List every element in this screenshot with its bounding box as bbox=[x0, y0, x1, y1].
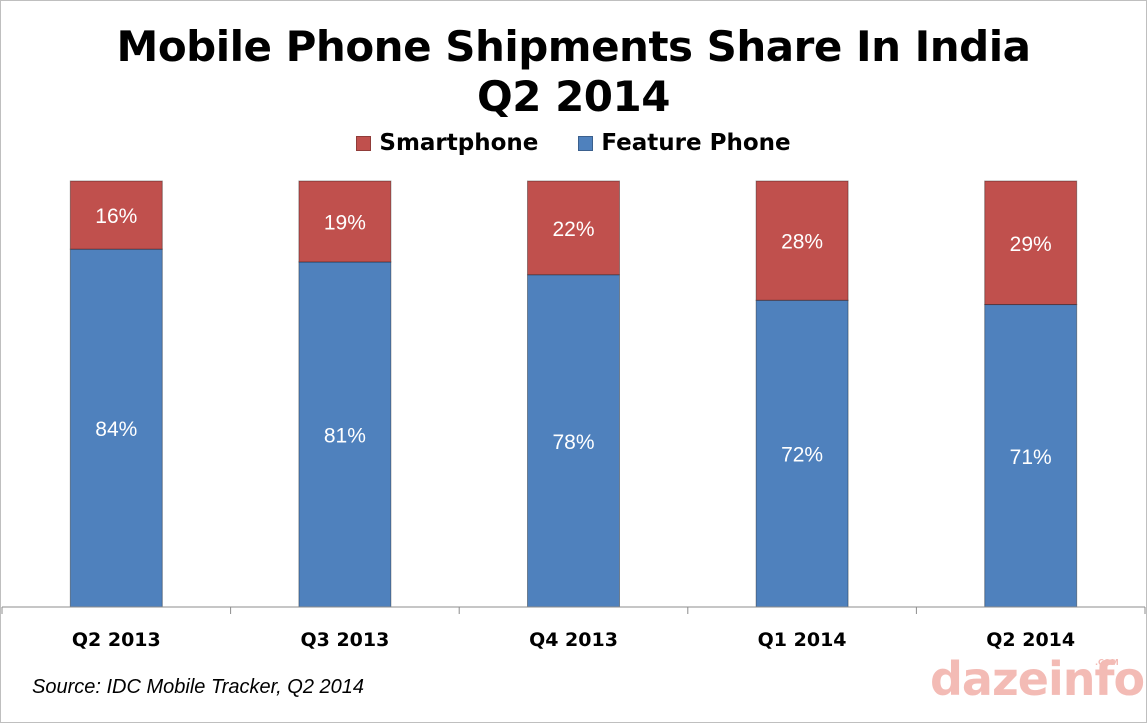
x-tick-label: Q4 2013 bbox=[529, 629, 618, 651]
legend-swatch bbox=[578, 135, 594, 151]
source-note: Source: IDC Mobile Tracker, Q2 2014 bbox=[32, 676, 364, 698]
data-label-smartphone: 22% bbox=[552, 218, 594, 241]
data-label-smartphone: 16% bbox=[95, 205, 137, 228]
bar-smartphone bbox=[69, 180, 163, 250]
chart-title-block: Mobile Phone Shipments Share In India Q2… bbox=[0, 22, 1147, 122]
bar-feature-phone bbox=[298, 261, 392, 608]
legend-label: Feature Phone bbox=[601, 130, 791, 156]
data-label-smartphone: 19% bbox=[324, 211, 366, 234]
legend-item-feature-phone: Feature Phone bbox=[578, 130, 791, 156]
data-label-feature-phone: 71% bbox=[1010, 446, 1052, 469]
data-label-feature-phone: 78% bbox=[552, 431, 594, 454]
x-tick-label: Q2 2013 bbox=[72, 629, 161, 651]
data-label-smartphone: 28% bbox=[781, 231, 823, 254]
x-tick-label: Q1 2014 bbox=[758, 629, 847, 651]
x-tick-label: Q3 2013 bbox=[300, 629, 389, 651]
chart-legend: Smartphone Feature Phone bbox=[0, 130, 1147, 156]
bar-feature-phone bbox=[984, 304, 1078, 608]
data-label-smartphone: 29% bbox=[1010, 233, 1052, 256]
bar-feature-phone bbox=[755, 299, 849, 608]
x-tick-label: Q2 2014 bbox=[986, 629, 1075, 651]
bar-smartphone bbox=[984, 180, 1078, 306]
data-label-feature-phone: 81% bbox=[324, 424, 366, 447]
bar-smartphone bbox=[755, 180, 849, 301]
bar-smartphone bbox=[298, 180, 392, 263]
legend-label: Smartphone bbox=[379, 130, 539, 156]
bar-feature-phone bbox=[527, 274, 620, 608]
data-label-feature-phone: 84% bbox=[95, 418, 137, 441]
bar-smartphone bbox=[527, 180, 620, 276]
data-label-feature-phone: 72% bbox=[781, 444, 823, 467]
legend-item-smartphone: Smartphone bbox=[356, 130, 538, 156]
dazeinfo-logo: dazeinfo .COM bbox=[930, 652, 1145, 706]
legend-swatch bbox=[356, 135, 372, 151]
chart-title: Mobile Phone Shipments Share In India bbox=[116, 22, 1031, 71]
chart-subtitle: Q2 2014 bbox=[477, 72, 670, 121]
